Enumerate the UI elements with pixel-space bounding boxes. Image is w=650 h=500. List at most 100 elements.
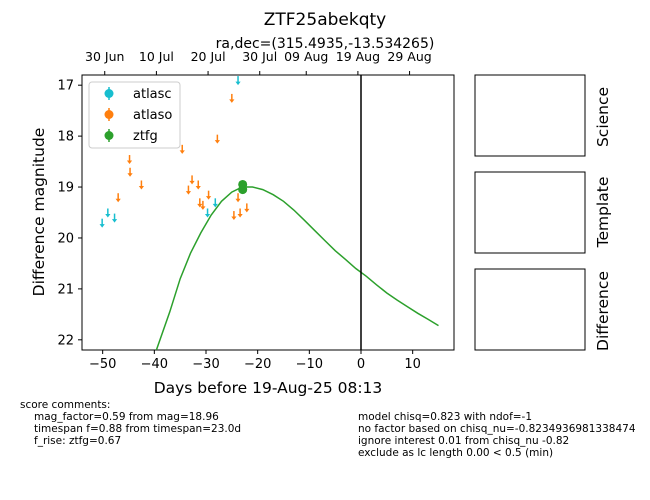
upper-limit-arrow-atlaso: [244, 203, 250, 213]
difference-image-frame: [474, 268, 586, 351]
arrow-head: [111, 219, 118, 223]
upper-limit-arrow-atlaso: [205, 190, 212, 200]
arrow-head: [229, 99, 235, 103]
model-comment-line: model chisq=0.823 with ndof=-1: [358, 411, 533, 423]
arrow-head: [179, 150, 185, 154]
template-image-frame: [474, 171, 586, 254]
arrow-head: [105, 214, 111, 218]
x-axis-label: Days before 19-Aug-25 08:13: [154, 379, 383, 397]
x-tick-label: −20: [244, 357, 271, 372]
upper-limit-arrow-atlaso: [127, 167, 133, 177]
upper-limit-arrow-atlaso: [231, 211, 237, 221]
data-point: [238, 185, 248, 195]
y-tick-label: 19: [57, 181, 74, 196]
upper-limit-arrow-atlaso: [214, 134, 220, 144]
legend-marker: [104, 131, 114, 140]
science-label: Science: [594, 87, 612, 147]
y-tick-label: 17: [57, 79, 74, 94]
arrow-head: [244, 208, 250, 213]
legend: atlasc atlaso ztfg: [88, 81, 181, 149]
model-layer: [155, 186, 439, 351]
arrow-head: [212, 203, 218, 208]
top-tick-label: 30 Jul: [242, 49, 277, 64]
upper-limit-arrow-atlaso: [179, 144, 185, 154]
upper-limit-arrow-atlaso: [235, 193, 241, 203]
arrow-head: [195, 185, 201, 190]
arrow-head: [237, 214, 243, 218]
upper-limit-arrow-atlaso: [189, 175, 195, 185]
difference-panel: Difference: [474, 268, 612, 351]
upper-limit-arrow-atlasc: [204, 208, 211, 218]
legend-marker: [104, 89, 114, 98]
upper-limit-arrow-atlasc: [99, 218, 105, 228]
top-date-axis: 30 Jun 10 Jul 20 Jul 30 Jul 09 Aug 19 Aug 29 A…: [85, 49, 432, 75]
model-comment-line: exclude as lc length 0.00 < 0.5 (min): [358, 447, 554, 459]
upper-limit-arrow-atlaso: [197, 198, 203, 208]
science-image-frame: [474, 74, 586, 157]
arrow-head: [200, 206, 206, 210]
x-tick-label: −50: [89, 357, 116, 372]
score-comment-line: timespan f=0.88 from timespan=23.0d: [34, 423, 242, 435]
template-label: Template: [594, 177, 612, 249]
template-panel: Template: [474, 171, 612, 254]
arrow-head: [115, 198, 121, 203]
legend-marker: [104, 110, 114, 119]
top-tick-label: 19 Aug: [336, 49, 380, 64]
legend-item-atlaso: atlaso: [104, 108, 172, 123]
x-tick-label: −40: [141, 357, 168, 372]
plot-area: −50 −40 −30 −20 −10 0 10 30 Jun 10 Jul 20 Jul 30 …: [57, 49, 455, 372]
arrow-head: [205, 196, 212, 200]
arrow-head: [235, 81, 241, 86]
top-tick-label: 09 Aug: [284, 49, 328, 64]
top-tick-label: 30 Jun: [85, 49, 124, 64]
arrow-head: [138, 185, 145, 190]
upper-limit-arrow-atlasc: [111, 213, 118, 223]
points-layer: [99, 76, 250, 228]
upper-limit-arrow-atlaso: [126, 155, 133, 165]
upper-limit-arrow-atlasc: [105, 208, 111, 218]
model-comment-line: no factor based on chisq_nu=-0.823493698…: [358, 423, 636, 435]
detection-point-ztfg: [238, 185, 248, 195]
y-tick-label: 18: [57, 130, 74, 145]
score-comment-line: f_rise: ztfg=0.67: [34, 435, 122, 447]
score-comments-header: score comments:: [20, 399, 111, 411]
upper-limit-arrow-atlaso: [138, 180, 145, 190]
x-axis: −50 −40 −30 −20 −10 0 10: [89, 350, 421, 372]
difference-label: Difference: [594, 271, 612, 351]
arrow-head: [99, 224, 105, 228]
upper-limit-arrow-atlasc: [235, 76, 241, 86]
top-tick-label: 10 Jul: [139, 49, 174, 64]
score-comment-line: mag_factor=0.59 from mag=18.96: [34, 411, 219, 423]
legend-label: ztfg: [133, 129, 158, 144]
upper-limit-arrow-atlaso: [115, 193, 121, 203]
top-tick-label: 29 Aug: [387, 49, 431, 64]
upper-limit-arrow-atlaso: [195, 180, 201, 190]
arrow-head: [235, 198, 241, 203]
model-fit-curve: [155, 186, 439, 351]
y-axis-label: Difference magnitude: [30, 128, 48, 297]
upper-limit-arrow-atlasc: [212, 198, 218, 208]
arrow-head: [204, 214, 211, 218]
arrow-head: [189, 180, 195, 185]
upper-limit-arrow-atlaso: [200, 200, 206, 210]
plot-frame: [81, 74, 455, 351]
y-tick-label: 21: [57, 282, 74, 297]
chart-subtitle: ra,dec=(315.4935,-13.534265): [216, 36, 435, 52]
arrow-head: [214, 140, 220, 144]
arrow-head: [127, 173, 133, 177]
science-panel: Science: [474, 74, 612, 157]
legend-label: atlasc: [133, 87, 172, 102]
legend-frame: [88, 81, 181, 149]
x-tick-label: 0: [357, 357, 365, 372]
arrow-head: [197, 203, 203, 208]
y-tick-label: 22: [57, 333, 74, 348]
legend-item-atlasc: atlasc: [104, 87, 172, 102]
upper-limit-arrow-atlaso: [229, 93, 235, 103]
x-tick-label: −10: [296, 357, 323, 372]
y-axis: 17 18 19 20 21 22: [57, 79, 82, 348]
y-tick-label: 20: [57, 231, 74, 246]
arrow-head: [126, 160, 133, 165]
upper-limit-arrow-atlaso: [185, 185, 192, 195]
legend-item-ztfg: ztfg: [104, 129, 158, 144]
